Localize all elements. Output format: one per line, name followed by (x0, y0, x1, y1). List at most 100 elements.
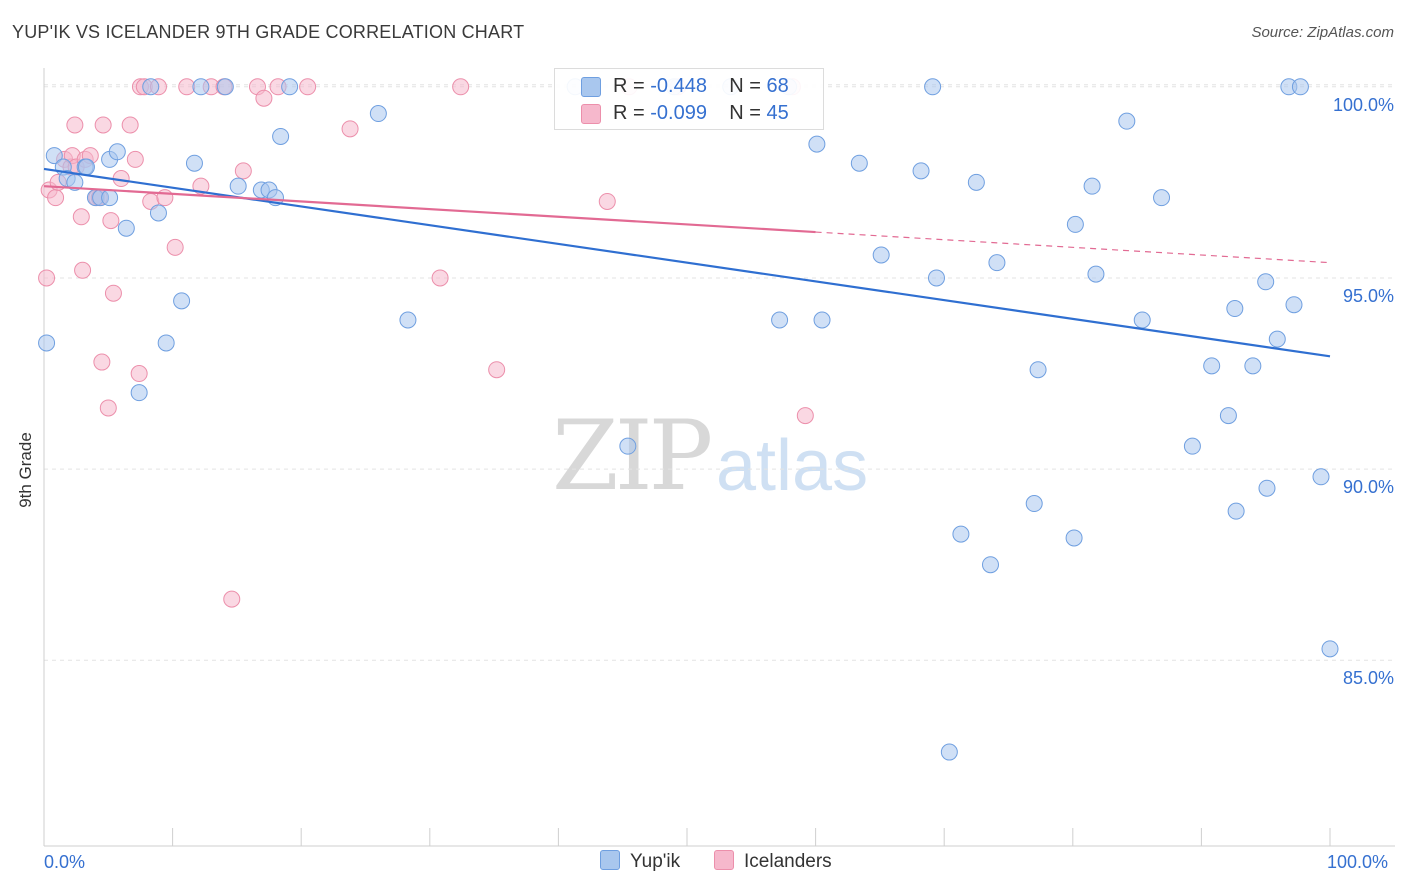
yupik-point (157, 334, 175, 352)
yupik-point (850, 154, 868, 172)
yupik-point (130, 384, 148, 402)
yupik-point (813, 311, 831, 329)
watermark-zip: ZIP (552, 400, 713, 512)
icelanders-point (94, 116, 112, 134)
yupik-r-value: -0.448 (650, 75, 707, 97)
icelanders-point (104, 284, 122, 302)
icelanders-point (299, 78, 317, 96)
watermark-atlas: atlas (716, 426, 869, 506)
trend-layer (43, 167, 1331, 358)
yupik-point (967, 173, 985, 191)
y-tick-label: 90.0% (1342, 477, 1394, 498)
yupik-point (192, 78, 210, 96)
yupik-point (1065, 529, 1083, 547)
yupik-point (272, 127, 290, 145)
yupik-point (1083, 177, 1101, 195)
yupik-point (1258, 479, 1276, 497)
yupik-point (1226, 300, 1244, 318)
yupik-swatch (581, 77, 601, 97)
icelanders-point (99, 399, 117, 417)
yupik-n-value: 68 (766, 75, 789, 97)
icelanders-point (796, 407, 814, 425)
yupik-points (38, 78, 1339, 761)
y-axis-title: 9th Grade (16, 432, 35, 508)
x-axis-min-label: 0.0% (44, 852, 86, 872)
icelanders-point (121, 116, 139, 134)
yupik-point (149, 204, 167, 222)
yupik-point (1321, 640, 1339, 658)
icelanders-point (72, 208, 90, 226)
icelanders-point (488, 361, 506, 379)
icelanders-r-label: R = (613, 102, 645, 124)
chart-title: YUP'IK VS ICELANDER 9TH GRADE CORRELATIO… (12, 22, 525, 42)
yupik-point (229, 177, 247, 195)
yupik-point (1203, 357, 1221, 375)
yupik-point (1285, 296, 1303, 314)
icelanders-point (431, 269, 449, 287)
y-tick-label: 85.0% (1342, 668, 1394, 689)
yupik-point (281, 78, 299, 96)
yupik-point (1183, 437, 1201, 455)
yupik-point (45, 147, 63, 165)
icelanders-point (452, 78, 470, 96)
icelanders-swatch (581, 104, 601, 124)
yupik-point (399, 311, 417, 329)
icelanders-point (598, 192, 616, 210)
yupik-trend-line (43, 167, 1331, 358)
yupik-point (1029, 361, 1047, 379)
yupik-point (1153, 189, 1171, 207)
yupik-point (912, 162, 930, 180)
yupik-point (117, 219, 135, 237)
chart-source: Source: ZipAtlas.com (1251, 24, 1394, 41)
yupik-point (108, 143, 126, 161)
yupik-point (924, 78, 942, 96)
yupik-point (101, 189, 119, 207)
yupik-point (142, 78, 160, 96)
icelanders-trend-line (43, 185, 816, 234)
yupik-legend-swatch (600, 850, 620, 870)
y-tick-label: 95.0% (1342, 285, 1394, 306)
icelanders-point (130, 365, 148, 383)
yupik-point (1257, 273, 1275, 291)
yupik-n-label: N = (729, 75, 761, 97)
icelanders-point (178, 78, 196, 96)
yupik-point (77, 158, 95, 176)
yupik-point (927, 269, 945, 287)
yupik-point (981, 556, 999, 574)
icelanders-trend-extension (815, 231, 1331, 264)
icelanders-legend-label: Icelanders (744, 851, 832, 872)
yupik-point (988, 254, 1006, 272)
yupik-point (619, 437, 637, 455)
yupik-point (1268, 330, 1286, 348)
yupik-point (940, 743, 958, 761)
icelanders-point (126, 150, 144, 168)
icelanders-point (47, 189, 65, 207)
axis-layer (43, 68, 1395, 847)
icelanders-point (102, 212, 120, 230)
icelanders-point (341, 120, 359, 138)
icelanders-point (74, 261, 92, 279)
icelanders-point (66, 116, 84, 134)
icelanders-points (38, 78, 814, 608)
bottom-legend-yupik[interactable]: Yup'ik (600, 850, 680, 873)
yupik-point (872, 246, 890, 264)
icelanders-point (93, 353, 111, 371)
yupik-legend-label: Yup'ik (630, 851, 681, 872)
yupik-point (1087, 265, 1105, 283)
yupik-point (173, 292, 191, 310)
x-axis-max-label: 100.0% (1327, 852, 1389, 872)
bottom-legend-icelanders[interactable]: Icelanders (714, 850, 832, 873)
yupik-point (1025, 495, 1043, 513)
icelanders-point (166, 238, 184, 256)
icelanders-n-value: 45 (766, 102, 789, 124)
yupik-point (1244, 357, 1262, 375)
yupik-point (185, 154, 203, 172)
icelanders-n-label: N = (729, 102, 761, 124)
yupik-point (369, 105, 387, 123)
yupik-point (1227, 502, 1245, 520)
yupik-point (1291, 78, 1309, 96)
yupik-point (38, 334, 56, 352)
yupik-point (1066, 215, 1084, 233)
yupik-point (1118, 112, 1136, 130)
